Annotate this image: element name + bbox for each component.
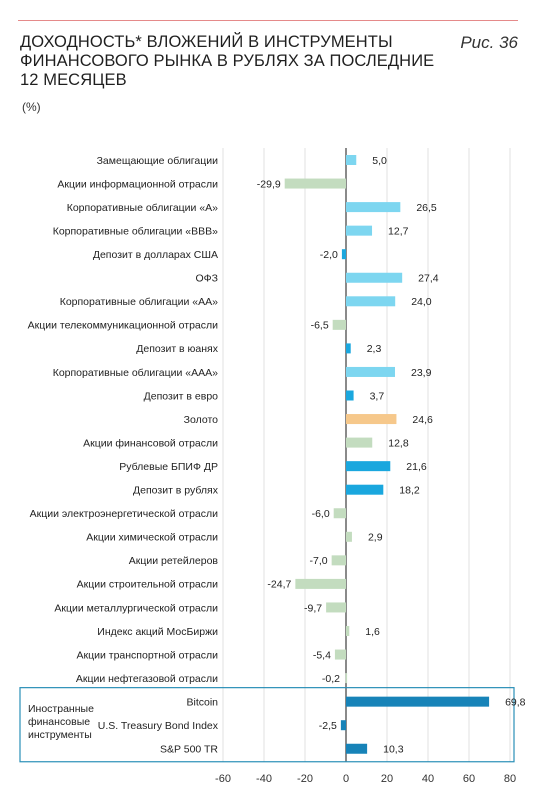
category-label: Депозит в евро [144, 390, 219, 402]
figure-label: Рис. 36 [460, 33, 518, 52]
bar [346, 296, 396, 307]
value-label: -7,0 [310, 555, 328, 567]
bar [346, 225, 373, 236]
category-label: Депозит в долларах США [93, 249, 218, 261]
category-label: Корпоративные облигации «А» [67, 202, 218, 214]
value-label: 18,2 [399, 485, 420, 497]
grid-lines [222, 148, 511, 762]
bar [295, 578, 346, 589]
x-tick-label: 60 [463, 773, 475, 785]
category-label: Bitcoin [186, 696, 218, 708]
page-title: ДОХОДНОСТЬ* ВЛОЖЕНИЙ В ИНСТРУМЕНТЫ ФИНАН… [20, 33, 435, 89]
value-label: 23,9 [411, 367, 432, 379]
header-rule [18, 20, 518, 21]
value-label: 12,7 [388, 225, 409, 237]
x-tick-label: 80 [504, 773, 516, 785]
category-label: Депозит в юанях [136, 343, 218, 355]
category-label: Рублевые БПИФ ДР [119, 461, 218, 473]
category-label: Акции ретейлеров [129, 555, 219, 567]
value-label: 26,5 [416, 202, 437, 214]
bar [346, 202, 401, 213]
bar [346, 390, 354, 401]
category-label: Индекс акций МосБиржи [97, 626, 218, 638]
category-label: Замещающие облигации [97, 155, 219, 167]
value-label: 3,7 [370, 390, 385, 402]
bar [346, 437, 373, 448]
value-label: 10,3 [383, 744, 404, 756]
value-label: -6,5 [311, 320, 329, 332]
value-label: 24,0 [411, 296, 432, 308]
bars: Замещающие облигации 5,0 Акции информацион… [28, 155, 526, 756]
bar [331, 555, 346, 566]
category-label: Акции нефтегазовой отрасли [76, 673, 218, 685]
foreign-instruments-group: Иностранные финансовые инструменты [19, 687, 515, 763]
category-label: Акции финансовой отрасли [83, 437, 218, 449]
bar [346, 343, 351, 354]
category-label: Корпоративные облигации «АА» [60, 296, 218, 308]
value-label: 2,9 [368, 532, 383, 544]
bar [346, 155, 357, 165]
value-label: -9,7 [304, 602, 322, 614]
x-axis: -60 -40 -20 0 20 40 60 80 [215, 773, 516, 785]
value-label: 69,8 [505, 696, 526, 708]
category-label: Акции электроэнергетической отрасли [30, 508, 219, 520]
value-label: 1,6 [365, 626, 380, 638]
x-tick-label: -40 [256, 773, 272, 785]
value-label: -29,9 [257, 178, 281, 190]
bar [334, 649, 346, 660]
value-label: -2,5 [319, 720, 337, 732]
category-label: S&P 500 TR [160, 744, 218, 756]
bar [346, 414, 397, 425]
x-tick-label: 20 [381, 773, 393, 785]
value-label: 24,6 [412, 414, 433, 426]
group-frame [19, 687, 515, 763]
bar [340, 720, 346, 731]
bar [332, 319, 346, 330]
value-label: -24,7 [267, 579, 291, 591]
unit-label: (%) [22, 100, 41, 114]
value-label: 27,4 [418, 273, 439, 285]
value-label: -5,4 [313, 649, 331, 661]
value-label: 5,0 [372, 155, 387, 167]
category-label: Корпоративные облигации «ВВВ» [53, 225, 218, 237]
bar [346, 461, 391, 472]
bar [346, 696, 490, 707]
bar [346, 272, 403, 283]
category-label: Корпоративные облигации «ААА» [53, 367, 218, 379]
category-label: Акции химической отрасли [86, 532, 218, 544]
category-label: Акции телекоммуникационной отрасли [28, 320, 219, 332]
value-label: -6,0 [312, 508, 330, 520]
bar [345, 673, 348, 684]
x-tick-label: 0 [343, 773, 349, 785]
bar [346, 626, 350, 636]
bar [341, 249, 346, 260]
bar [346, 366, 395, 377]
category-label: Золото [184, 414, 218, 426]
category-label: ОФЗ [196, 273, 219, 285]
group-label: Иностранные финансовые инструменты [28, 703, 94, 741]
value-label: -0,2 [322, 673, 340, 685]
category-label: Депозит в рублях [133, 485, 219, 497]
category-label: Акции металлургической отрасли [54, 602, 218, 614]
category-label: U.S. Treasury Bond Index [98, 720, 219, 732]
x-tick-label: 40 [422, 773, 434, 785]
x-tick-label: -20 [297, 773, 313, 785]
bar [284, 178, 346, 189]
bar [346, 743, 368, 754]
value-label: 12,8 [388, 437, 409, 449]
category-label: Акции транспортной отрасли [77, 649, 219, 661]
bar [346, 484, 384, 495]
category-label: Акции информационной отрасли [57, 178, 218, 190]
bar [346, 531, 352, 542]
category-label: Акции строительной отрасли [77, 579, 219, 591]
bar [333, 508, 346, 519]
bar [326, 602, 346, 613]
value-label: 21,6 [406, 461, 427, 473]
value-label: 2,3 [367, 343, 382, 355]
value-label: -2,0 [320, 249, 338, 261]
x-tick-label: -60 [215, 773, 231, 785]
